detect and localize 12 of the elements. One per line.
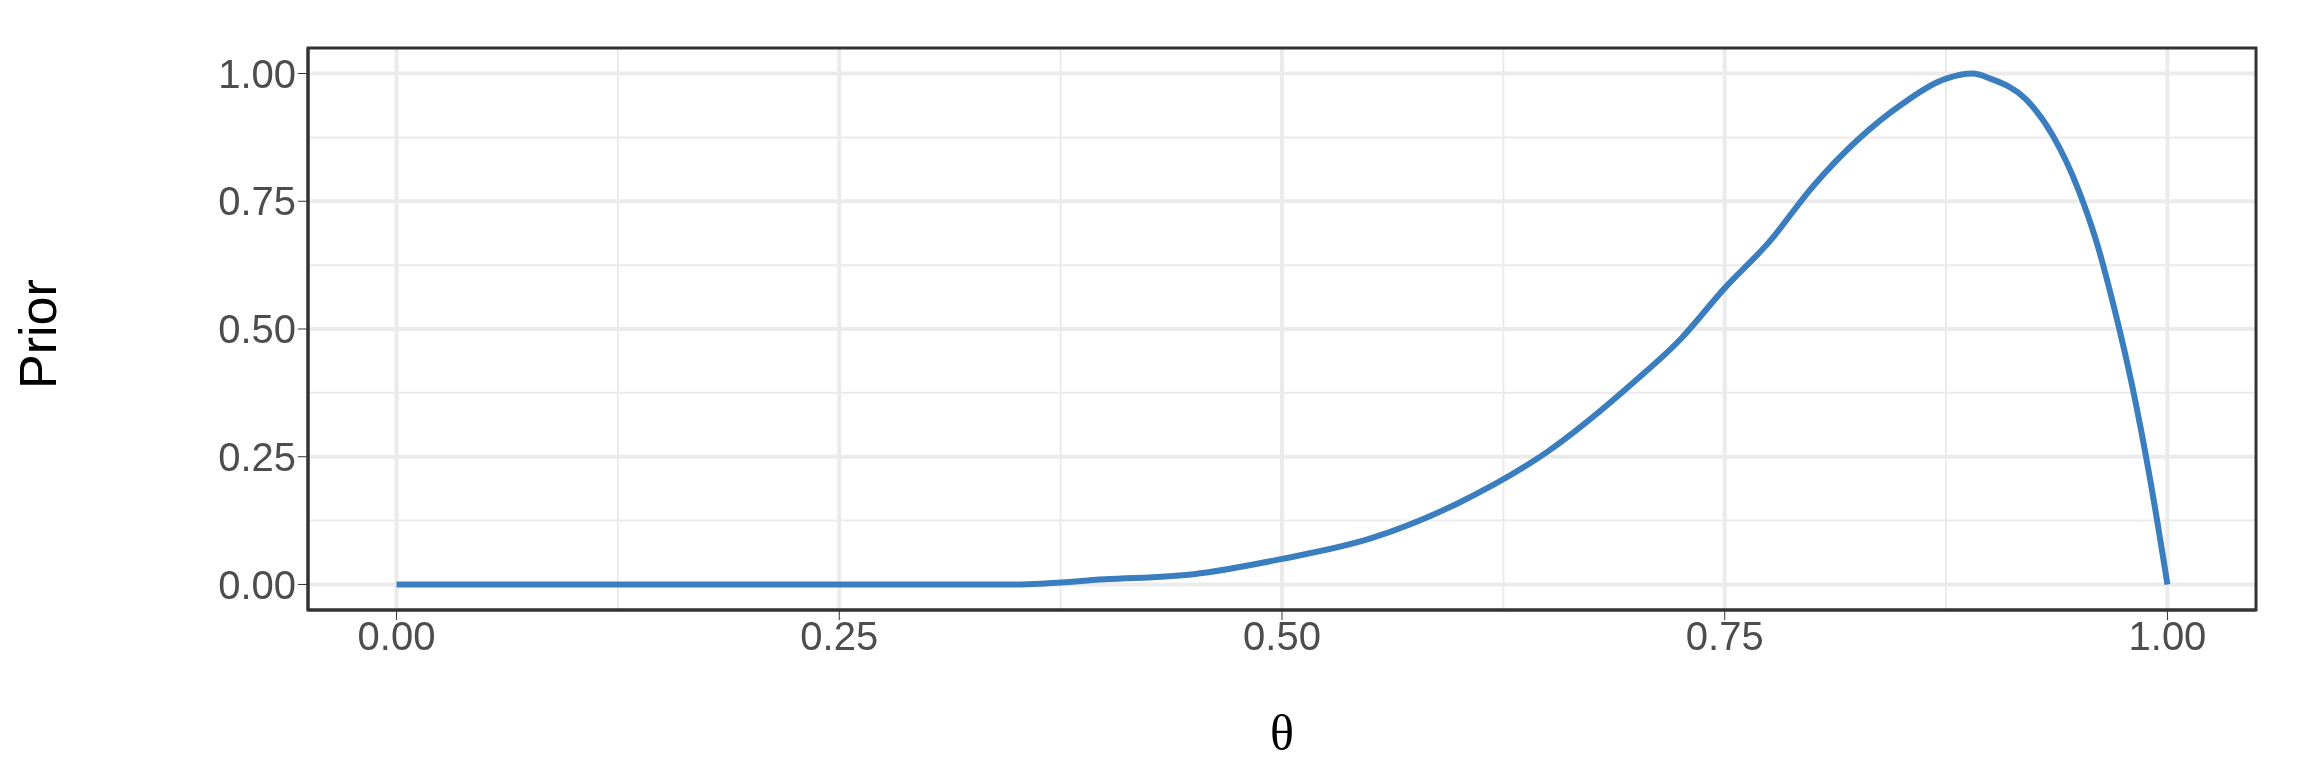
x-tick-label: 0.75 xyxy=(1685,614,1764,659)
y-tick-label: 1.00 xyxy=(218,51,296,96)
y-tick-label: 0.50 xyxy=(218,307,296,352)
x-tick-label: 0.25 xyxy=(800,614,879,659)
x-axis-title: θ xyxy=(1270,705,1294,761)
y-tick-label: 0.00 xyxy=(218,562,296,607)
x-tick-label: 0.50 xyxy=(1243,614,1321,659)
x-tick-label: 0.00 xyxy=(357,614,436,659)
x-tick-label: 1.00 xyxy=(2128,614,2207,659)
y-tick-label: 0.75 xyxy=(218,179,296,224)
y-axis-title: Prior xyxy=(9,279,68,389)
y-tick-label: 0.25 xyxy=(218,434,296,479)
